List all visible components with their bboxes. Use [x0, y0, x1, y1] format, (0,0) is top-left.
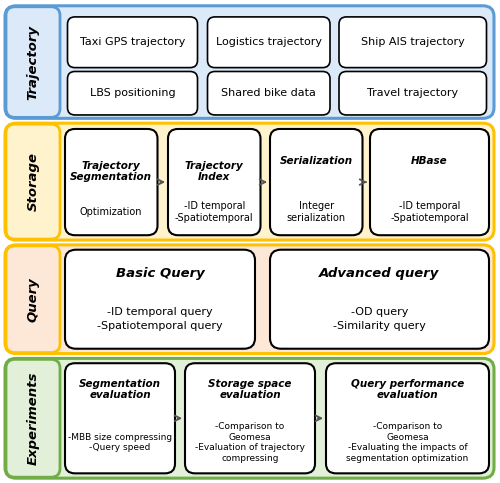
Text: Integer
serialization: Integer serialization [286, 201, 346, 223]
FancyBboxPatch shape [185, 363, 315, 473]
FancyBboxPatch shape [5, 358, 494, 478]
Text: Trajectory
Segmentation: Trajectory Segmentation [70, 161, 152, 182]
FancyBboxPatch shape [339, 17, 486, 68]
Text: Serialization: Serialization [280, 156, 353, 166]
Text: LBS positioning: LBS positioning [90, 88, 176, 98]
Text: -MBB size compressing
-Query speed: -MBB size compressing -Query speed [68, 433, 172, 453]
Text: HBase: HBase [411, 156, 448, 166]
FancyBboxPatch shape [326, 363, 489, 473]
FancyBboxPatch shape [6, 7, 60, 117]
Text: -Comparison to
Geomesa
-Evaluating the impacts of
segmentation optimization: -Comparison to Geomesa -Evaluating the i… [346, 422, 469, 463]
FancyBboxPatch shape [270, 129, 362, 235]
FancyBboxPatch shape [68, 17, 198, 68]
Text: Optimization: Optimization [80, 207, 142, 217]
Text: Query performance
evaluation: Query performance evaluation [351, 379, 464, 400]
FancyBboxPatch shape [65, 363, 175, 473]
FancyBboxPatch shape [168, 129, 260, 235]
FancyBboxPatch shape [270, 250, 489, 349]
Text: -ID temporal query
-Spatiotemporal query: -ID temporal query -Spatiotemporal query [97, 307, 223, 331]
FancyBboxPatch shape [370, 129, 489, 235]
Text: Segmentation
evaluation: Segmentation evaluation [79, 379, 161, 400]
Text: Advanced query: Advanced query [320, 267, 440, 280]
Text: Trajectory: Trajectory [26, 25, 40, 99]
FancyBboxPatch shape [5, 245, 494, 354]
FancyBboxPatch shape [65, 250, 255, 349]
FancyBboxPatch shape [339, 71, 486, 115]
FancyBboxPatch shape [208, 71, 330, 115]
FancyBboxPatch shape [6, 124, 60, 239]
FancyBboxPatch shape [5, 123, 494, 240]
Text: -OD query
-Similarity query: -OD query -Similarity query [333, 307, 426, 331]
Text: -ID temporal
-Spatiotemporal: -ID temporal -Spatiotemporal [390, 201, 469, 223]
Text: Ship AIS trajectory: Ship AIS trajectory [361, 37, 465, 47]
FancyBboxPatch shape [68, 71, 198, 115]
Text: -ID temporal
-Spatiotemporal: -ID temporal -Spatiotemporal [175, 201, 254, 223]
FancyBboxPatch shape [65, 129, 158, 235]
Text: Logistics trajectory: Logistics trajectory [216, 37, 322, 47]
Text: Storage space
evaluation: Storage space evaluation [208, 379, 292, 400]
Text: -Comparison to
Geomesa
-Evaluation of trajectory
compressing: -Comparison to Geomesa -Evaluation of tr… [195, 422, 305, 463]
Text: Trajectory
Index: Trajectory Index [185, 161, 244, 182]
Text: Basic Query: Basic Query [116, 267, 204, 280]
Text: Travel trajectory: Travel trajectory [367, 88, 458, 98]
FancyBboxPatch shape [6, 359, 60, 477]
Text: Query: Query [26, 277, 40, 322]
FancyBboxPatch shape [6, 246, 60, 353]
Text: Taxi GPS trajectory: Taxi GPS trajectory [80, 37, 185, 47]
Text: Shared bike data: Shared bike data [222, 88, 316, 98]
Text: Experiments: Experiments [26, 371, 40, 465]
FancyBboxPatch shape [208, 17, 330, 68]
Text: Storage: Storage [26, 152, 40, 211]
FancyBboxPatch shape [5, 6, 494, 118]
